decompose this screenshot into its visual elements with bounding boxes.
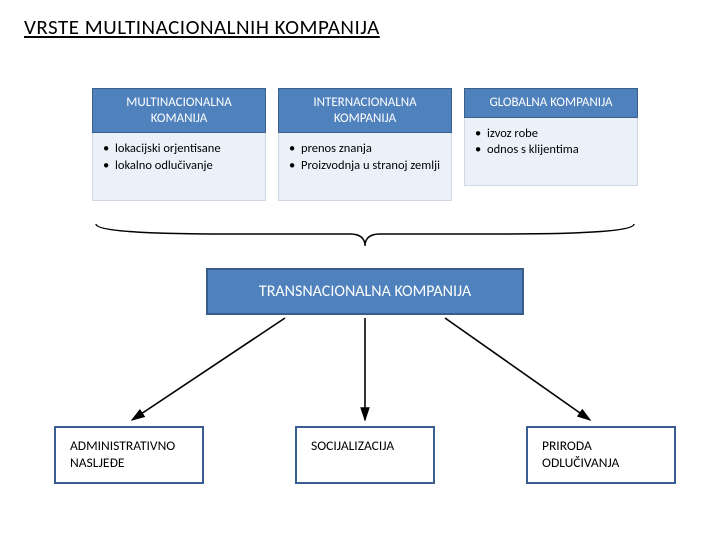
- column-header: INTERNACIONALNA KOMPANIJA: [278, 88, 452, 133]
- column-globalna: GLOBALNA KOMPANIJA izvoz robe odnos s kl…: [464, 88, 638, 201]
- arrow-right-icon: [445, 318, 590, 420]
- middle-box-transnacionalna: TRANSNACIONALNA KOMPANIJA: [206, 268, 524, 315]
- list-item: Proizvodnja u stranoj zemlji: [289, 158, 441, 175]
- top-columns: MULTINACIONALNA KOMANIJA lokacijski orje…: [92, 88, 638, 201]
- column-multinacionalna: MULTINACIONALNA KOMANIJA lokacijski orje…: [92, 88, 266, 201]
- column-internacionalna: INTERNACIONALNA KOMPANIJA prenos znanja …: [278, 88, 452, 201]
- bottom-label: SOCIJALIZACIJA: [311, 437, 394, 454]
- bottom-box-priroda: PRIRODAODLUČIVANJA: [526, 426, 676, 484]
- list-item: lokacijski orjentisane: [103, 141, 255, 158]
- column-body: lokacijski orjentisane lokalno odlučivan…: [92, 133, 266, 201]
- page-title: VRSTE MULTINACIONALNIH KOMPANIJA: [24, 14, 380, 40]
- bottom-label: PRIRODAODLUČIVANJA: [542, 437, 619, 471]
- list-item: odnos s klijentima: [475, 142, 627, 159]
- column-header: GLOBALNA KOMPANIJA: [464, 88, 638, 118]
- list-item: prenos znanja: [289, 141, 441, 158]
- list-item: izvoz robe: [475, 126, 627, 143]
- list-item: lokalno odlučivanje: [103, 158, 255, 175]
- column-body: prenos znanja Proizvodnja u stranoj zeml…: [278, 133, 452, 201]
- column-body: izvoz robe odnos s klijentima: [464, 118, 638, 186]
- bottom-box-socijalizacija: SOCIJALIZACIJA: [295, 426, 435, 484]
- bottom-label: ADMINISTRATIVNONASLJEĐE: [70, 437, 175, 471]
- arrows-group: [70, 316, 660, 426]
- column-header: MULTINACIONALNA KOMANIJA: [92, 88, 266, 133]
- curly-brace-icon: [92, 220, 638, 250]
- arrow-left-icon: [132, 318, 285, 420]
- bottom-row: ADMINISTRATIVNONASLJEĐE SOCIJALIZACIJA P…: [54, 426, 676, 484]
- bottom-box-administrativno: ADMINISTRATIVNONASLJEĐE: [54, 426, 204, 484]
